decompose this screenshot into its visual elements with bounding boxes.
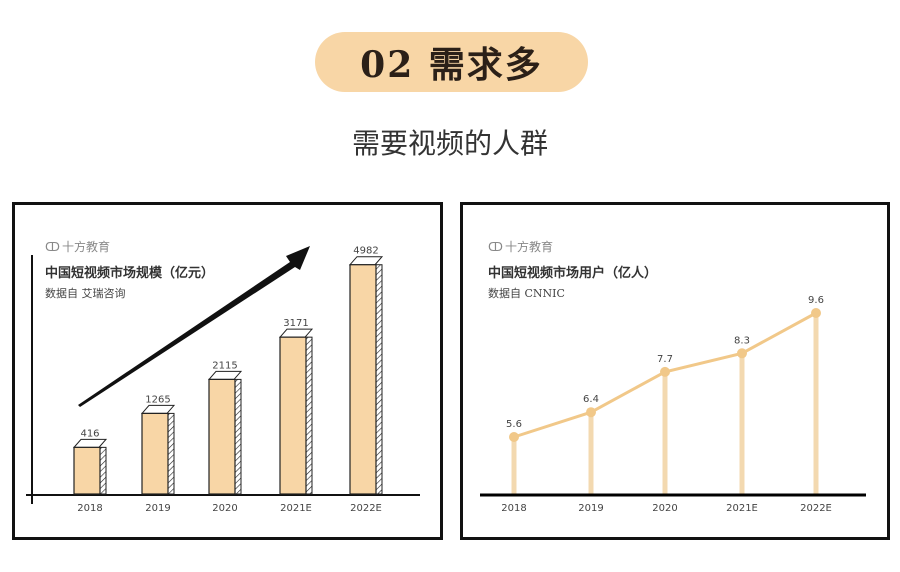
- data-label: 4982: [353, 246, 378, 257]
- bar: [208, 378, 236, 495]
- x-tick-label: 2022E: [350, 503, 382, 514]
- data-point: [737, 348, 747, 359]
- x-tick-label: 2018: [77, 503, 102, 514]
- bar-top: [348, 256, 384, 266]
- data-point: [509, 432, 519, 442]
- bar-top: [72, 438, 108, 448]
- x-tick-label: 2022E: [800, 503, 832, 514]
- data-label: 416: [80, 428, 99, 439]
- bar-top: [207, 370, 243, 380]
- x-tick-label: 2020: [652, 503, 677, 514]
- rising-arrow: [78, 246, 310, 407]
- data-label: 6.4: [583, 394, 599, 405]
- brand-logo-right: ↀ 十方教育: [488, 239, 553, 255]
- section-subtitle: 需要视频的人群: [351, 127, 548, 160]
- data-point: [660, 366, 670, 377]
- bar: [141, 412, 169, 495]
- bar: [73, 446, 101, 495]
- x-tick-label: 2019: [145, 503, 170, 514]
- chart-source-right: 数据自 CNNIC: [488, 287, 565, 300]
- chart-title-left: 中国短视频市场规模（亿元）: [45, 266, 215, 281]
- x-tick-label: 2021E: [280, 503, 312, 514]
- bar-top: [140, 404, 176, 414]
- brand-logo-left: ↀ 十方教育: [45, 239, 110, 255]
- data-point: [586, 407, 596, 418]
- data-label: 5.6: [506, 419, 522, 430]
- data-label: 8.3: [734, 335, 750, 346]
- bar-top: [278, 328, 314, 338]
- section-badge: 02 需求多: [315, 32, 588, 92]
- bar: [349, 264, 377, 495]
- logo-icon: ↀ: [45, 239, 60, 254]
- bar: [279, 336, 307, 495]
- data-point: [811, 308, 821, 318]
- data-label: 1265: [145, 394, 170, 405]
- data-label: 3171: [283, 318, 308, 329]
- section-title: 02 需求多: [360, 44, 543, 86]
- logo-icon: ↀ: [488, 239, 503, 254]
- x-tick-label: 2019: [578, 503, 603, 514]
- data-label: 7.7: [657, 354, 673, 365]
- x-tick-label: 2020: [212, 503, 237, 514]
- data-label: 9.6: [808, 295, 824, 306]
- chart-title-right: 中国短视频市场用户（亿人）: [488, 266, 658, 281]
- x-tick-label: 2021E: [726, 503, 758, 514]
- x-tick-label: 2018: [501, 503, 526, 514]
- data-label: 2115: [212, 360, 237, 371]
- chart-source-left: 数据自 艾瑞咨询: [45, 287, 126, 300]
